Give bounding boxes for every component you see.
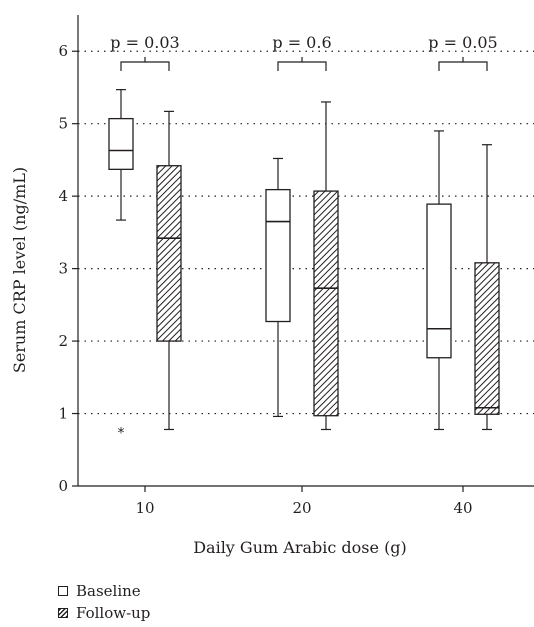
legend-label-baseline: Baseline (76, 582, 141, 600)
legend-item-baseline: Baseline (58, 580, 150, 602)
x-axis-title: Daily Gum Arabic dose (g) (193, 538, 407, 557)
y-tick-label: 3 (58, 260, 68, 278)
axes: 0 1 2 3 4 5 6 10 20 40 (58, 15, 534, 517)
legend-label-follow-up: Follow-up (76, 604, 151, 622)
baseline-box-20 (265, 157, 291, 418)
follow-up-swatch-icon (58, 608, 68, 618)
y-tick-label: 0 (58, 477, 68, 495)
x-tick-label: 20 (292, 499, 311, 517)
significance-bracket (120, 57, 170, 71)
y-tick-label: 1 (58, 405, 68, 423)
baseline-box-10: * (108, 89, 134, 441)
iqr-box (474, 262, 500, 415)
iqr-box (108, 117, 134, 170)
significance-bracket (277, 57, 327, 71)
grid-lines (78, 50, 534, 415)
p-value-label: p = 0.6 (272, 33, 331, 52)
legend-item-follow-up: Follow-up (58, 602, 150, 624)
iqr-box (313, 190, 339, 417)
significance-bracket (438, 57, 488, 71)
y-axis-title: Serum CRP level (ng/mL) (10, 167, 29, 373)
significance-annotations: p = 0.03 p = 0.6 p = 0.05 (110, 33, 498, 71)
outlier-marker: * (118, 425, 125, 441)
iqr-box (156, 165, 182, 342)
iqr-box (426, 203, 452, 359)
baseline-box-40 (426, 130, 452, 431)
follow-up-box-40 (474, 144, 500, 431)
boxes: * (108, 89, 500, 441)
legend: Baseline Follow-up (58, 580, 150, 624)
iqr-box (265, 188, 291, 323)
p-value-label: p = 0.03 (110, 33, 179, 52)
x-tick-label: 40 (453, 499, 472, 517)
x-tick-label: 10 (135, 499, 154, 517)
y-tick-label: 4 (58, 187, 68, 205)
y-tick-label: 5 (58, 115, 68, 133)
follow-up-box-10 (156, 110, 182, 431)
follow-up-box-20 (313, 101, 339, 431)
baseline-swatch-icon (58, 586, 68, 596)
y-tick-label: 2 (58, 332, 68, 350)
p-value-label: p = 0.05 (428, 33, 497, 52)
y-tick-label: 6 (58, 42, 68, 60)
